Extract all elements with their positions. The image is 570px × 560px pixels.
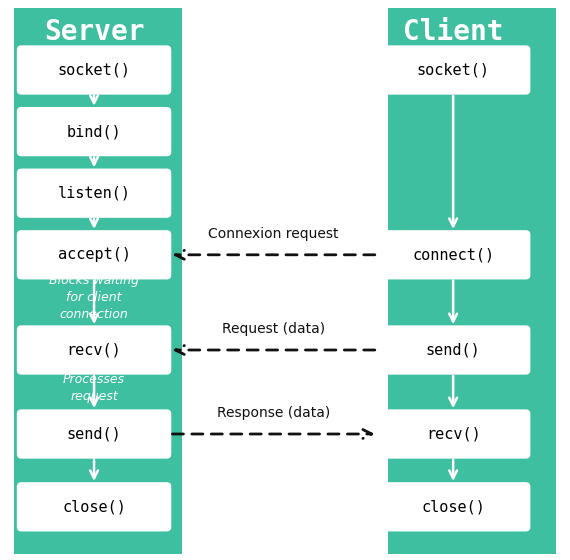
- FancyBboxPatch shape: [17, 409, 172, 459]
- Text: recv(): recv(): [67, 343, 121, 357]
- Text: close(): close(): [62, 500, 126, 514]
- FancyBboxPatch shape: [17, 169, 172, 218]
- Text: connect(): connect(): [412, 248, 494, 262]
- FancyBboxPatch shape: [376, 482, 530, 531]
- FancyBboxPatch shape: [17, 107, 172, 156]
- Text: Blocks waiting
for client
connection: Blocks waiting for client connection: [49, 274, 139, 321]
- Text: Connexion request: Connexion request: [209, 227, 339, 241]
- Text: Processes
request: Processes request: [63, 372, 125, 403]
- FancyBboxPatch shape: [17, 45, 172, 95]
- Text: listen(): listen(): [58, 186, 131, 200]
- Text: bind(): bind(): [67, 124, 121, 139]
- FancyBboxPatch shape: [388, 8, 556, 554]
- FancyBboxPatch shape: [376, 45, 530, 95]
- Text: recv(): recv(): [426, 427, 481, 441]
- Text: accept(): accept(): [58, 248, 131, 262]
- FancyBboxPatch shape: [14, 8, 182, 554]
- Text: Request (data): Request (data): [222, 322, 325, 336]
- Text: socket(): socket(): [58, 63, 131, 77]
- Text: close(): close(): [421, 500, 485, 514]
- Text: Response (data): Response (data): [217, 406, 330, 420]
- FancyBboxPatch shape: [376, 230, 530, 279]
- FancyBboxPatch shape: [17, 325, 172, 375]
- Text: socket(): socket(): [417, 63, 490, 77]
- Text: Client: Client: [403, 18, 503, 46]
- Text: Server: Server: [44, 18, 144, 46]
- FancyBboxPatch shape: [376, 409, 530, 459]
- Text: send(): send(): [67, 427, 121, 441]
- FancyBboxPatch shape: [17, 230, 172, 279]
- Text: send(): send(): [426, 343, 481, 357]
- FancyBboxPatch shape: [17, 482, 172, 531]
- FancyBboxPatch shape: [376, 325, 530, 375]
